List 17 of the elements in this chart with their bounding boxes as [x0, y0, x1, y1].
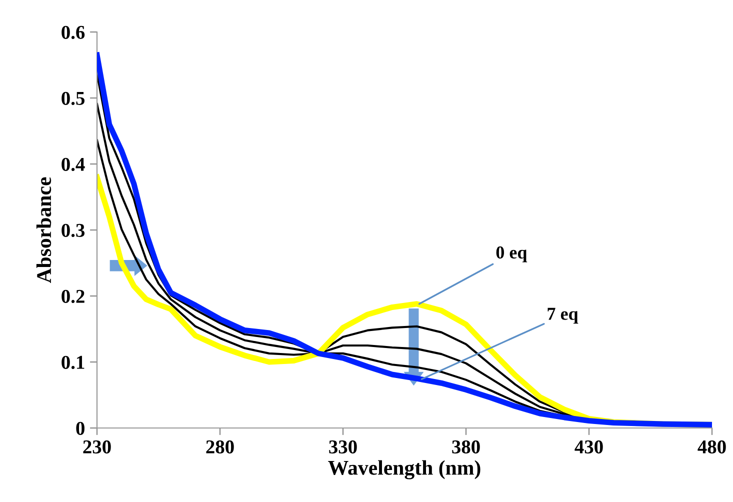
x-tick-label: 330 — [329, 440, 357, 454]
annotation: 0 eq — [496, 246, 528, 262]
y-tick-label: 0.1 — [62, 356, 84, 370]
x-tick-label: 280 — [206, 440, 234, 454]
y-tick-label: 0.3 — [62, 224, 85, 238]
y-tick-label: 0 — [76, 422, 84, 435]
x-tick-label: 430 — [574, 440, 603, 454]
x-tick-label: 230 — [83, 440, 111, 454]
y-tick-label: 0.4 — [62, 158, 85, 172]
x-tick-label: 480 — [698, 440, 726, 454]
y-axis-title: Absorbance — [36, 177, 52, 284]
x-axis-title: Wavelength (nm) — [328, 460, 480, 480]
y-tick-label: 0.2 — [62, 290, 84, 304]
x-tick-label: 380 — [452, 440, 480, 454]
annotation: 7 eq — [548, 308, 578, 324]
y-tick-label: 0.5 — [62, 92, 84, 106]
y-tick-label: 0.6 — [62, 26, 85, 40]
